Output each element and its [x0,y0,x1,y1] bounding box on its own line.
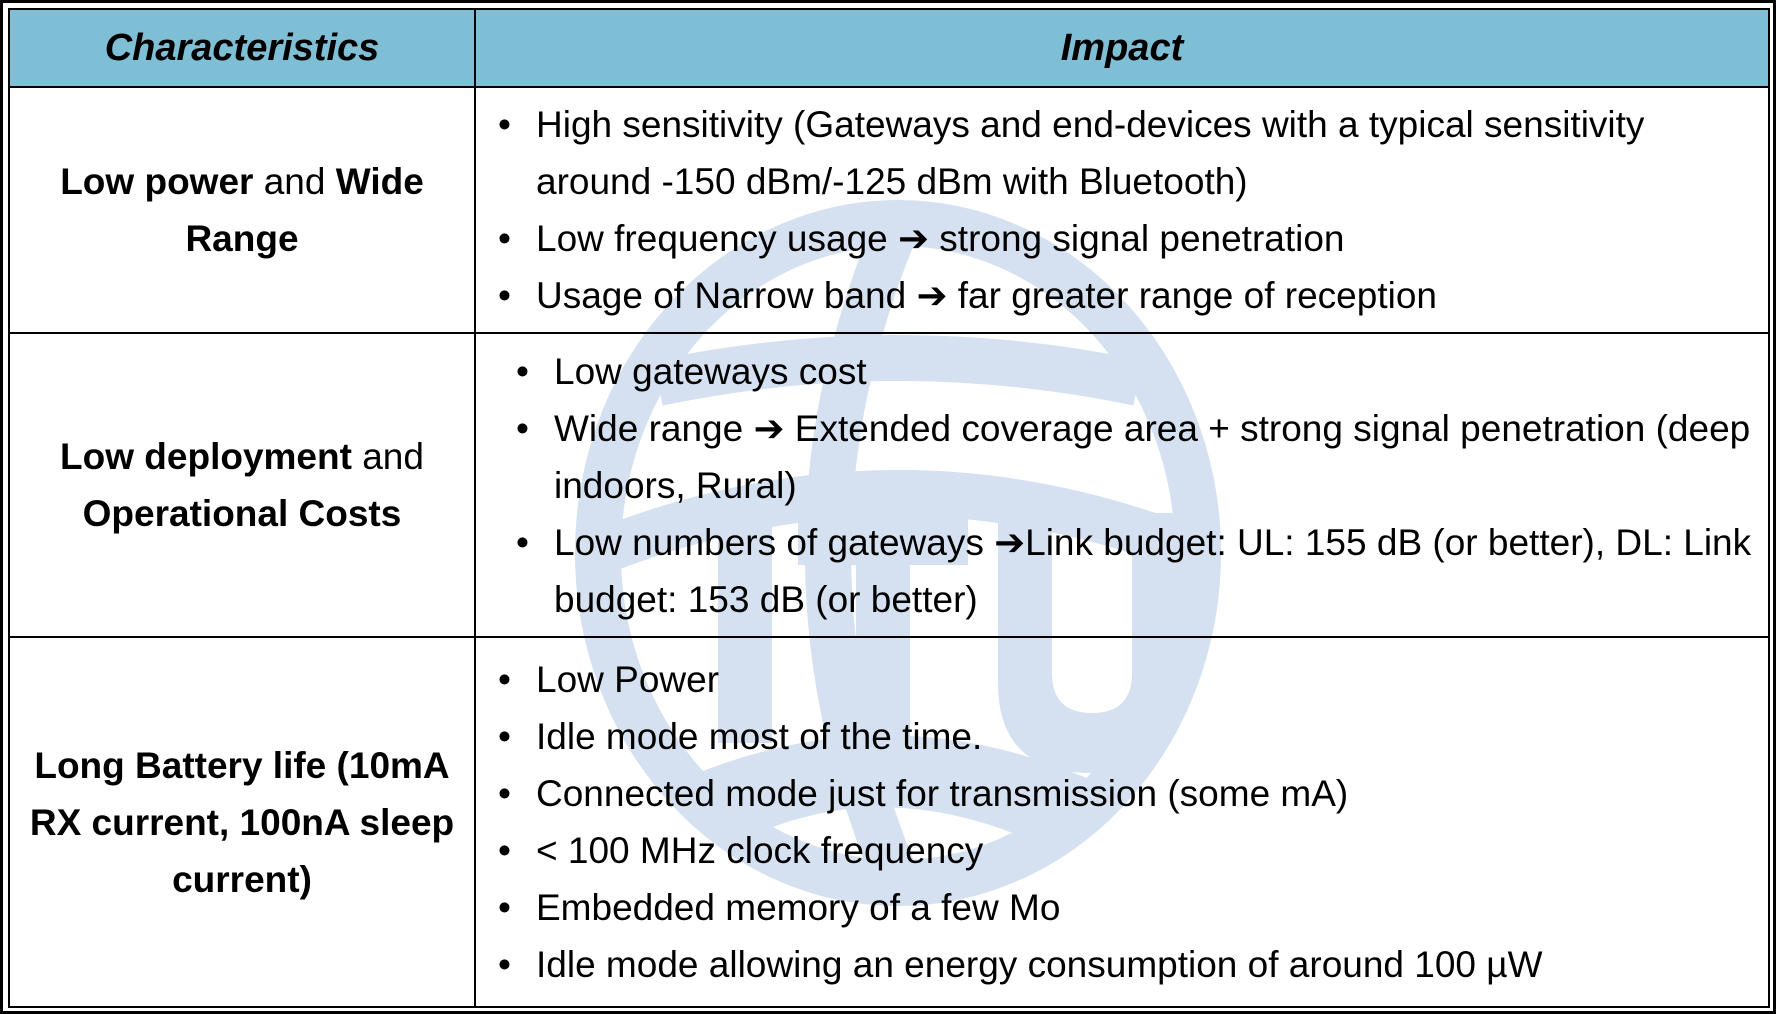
table-row: Low deployment and Operational Costs Low… [8,332,1770,638]
list-item: Idle mode most of the time. [476,708,1760,765]
list-item: Connected mode just for transmission (so… [476,765,1760,822]
impact-list: High sensitivity (Gateways and end-devic… [476,96,1768,324]
table-header-row: Characteristics Impact [8,8,1770,88]
characteristic-bold-1: Long Battery life (10mA RX current, 100n… [29,744,455,900]
list-item: Low gateways cost [476,343,1760,400]
impact-list: Low Power Idle mode most of the time. Co… [476,651,1768,993]
impact-list: Low gateways cost Wide range ➔ Extended … [476,343,1768,628]
list-item: Wide range ➔ Extended coverage area + st… [476,400,1760,514]
characteristic-bold-1: Low power [60,161,254,202]
characteristic-bold-2: Operational Costs [82,493,402,534]
list-item: Usage of Narrow band ➔ far greater range… [476,267,1760,324]
header-impact: Impact [474,8,1770,88]
header-characteristics: Characteristics [8,8,476,88]
list-item: Low Power [476,651,1760,708]
list-item: Idle mode allowing an energy consumption… [476,936,1760,993]
list-item: High sensitivity (Gateways and end-devic… [476,96,1760,210]
characteristic-connector: and [253,161,336,202]
list-item: Low numbers of gateways ➔Link budget: UL… [476,514,1760,628]
impact-cell: Low Power Idle mode most of the time. Co… [474,636,1770,1008]
impact-cell: Low gateways cost Wide range ➔ Extended … [474,332,1770,638]
table-row: Low power and Wide Range High sensitivit… [8,86,1770,334]
characteristic-cell: Low deployment and Operational Costs [8,332,476,638]
list-item: Low frequency usage ➔ strong signal pene… [476,210,1760,267]
characteristic-bold-2: Wide Range [185,161,424,259]
characteristic-connector: and [351,436,424,477]
impact-cell: High sensitivity (Gateways and end-devic… [474,86,1770,334]
list-item: < 100 MHz clock frequency [476,822,1760,879]
characteristic-cell: Low power and Wide Range [8,86,476,334]
list-item: Embedded memory of a few Mo [476,879,1760,936]
table-row: Long Battery life (10mA RX current, 100n… [8,636,1770,1008]
characteristic-bold-1: Low deployment [60,436,352,477]
characteristic-cell: Long Battery life (10mA RX current, 100n… [8,636,476,1008]
characteristics-impact-table: Characteristics Impact Low power and Wid… [8,8,1770,1008]
